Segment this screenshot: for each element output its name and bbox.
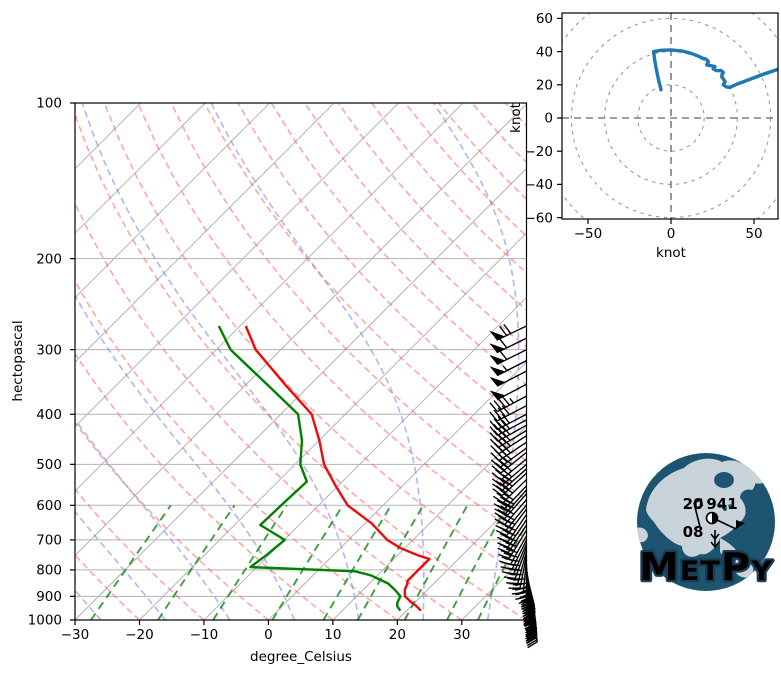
pressure-tick-label: 200 (36, 251, 62, 267)
hodograph-x-tick-label: 50 (745, 226, 762, 242)
logo-station-dewpoint: 08 (683, 523, 704, 541)
logo-station-temperature: 20 (683, 495, 704, 513)
temperature-tick-label: 30 (453, 627, 470, 643)
logo-wordmark: MetPy (639, 545, 773, 589)
wind-barbs (489, 323, 539, 649)
temperature-tick-label: 0 (264, 627, 273, 643)
pressure-tick-label: 300 (36, 342, 62, 358)
hodograph-axes: −50 0 50 60 40 20 0 −20 −40 −60 (525, 11, 779, 242)
dry-adiabats (75, 103, 527, 620)
hodograph-y-tick-label: −20 (525, 144, 554, 160)
hodograph-y-tick-label: −40 (525, 177, 554, 193)
temperature-tick-label: −20 (125, 627, 154, 643)
logo-station-symbols-icon (693, 498, 745, 549)
temperature-tick-label: 10 (324, 627, 341, 643)
pressure-tick-label: 100 (36, 96, 62, 112)
hodograph-y-tick-label: 40 (536, 44, 553, 60)
hodograph-y-tick-label: 60 (536, 11, 553, 27)
pressure-tick-label: 600 (36, 498, 62, 514)
hodograph-grid (562, 13, 778, 219)
pressure-tick-label: 400 (36, 407, 62, 423)
hodograph-x-tick-label: 0 (667, 226, 676, 242)
isobar-gridlines (75, 258, 527, 597)
main-y-axis-label: hectopascal (10, 320, 26, 402)
dewpoint-line (217, 325, 402, 612)
temperature-tick-label: −10 (190, 627, 219, 643)
pressure-tick-label: 800 (36, 563, 62, 579)
hodograph-y-axis-label: knot (508, 103, 524, 133)
logo-station-pressure: 941 (706, 495, 737, 513)
hodograph-y-tick-label: 0 (544, 111, 553, 127)
temperature-tick-label: 20 (389, 627, 406, 643)
pressure-tick-label: 900 (36, 589, 62, 605)
temperature-tick-label: −30 (61, 627, 90, 643)
main-x-axis-label: degree_Celsius (250, 649, 352, 665)
pressure-tick-label: 500 (36, 457, 62, 473)
hodograph-line (651, 48, 778, 92)
pressure-tick-label: 700 (36, 533, 62, 549)
hodograph-y-tick-label: −60 (525, 210, 554, 226)
temperature-line (244, 325, 431, 612)
hodograph-x-tick-label: −50 (574, 226, 603, 242)
isotherm-gridlines (75, 103, 527, 620)
pressure-tick-label: 1000 (28, 613, 62, 629)
hodograph-y-tick-label: 20 (536, 78, 553, 94)
hodograph-x-axis-label: knot (656, 245, 686, 261)
